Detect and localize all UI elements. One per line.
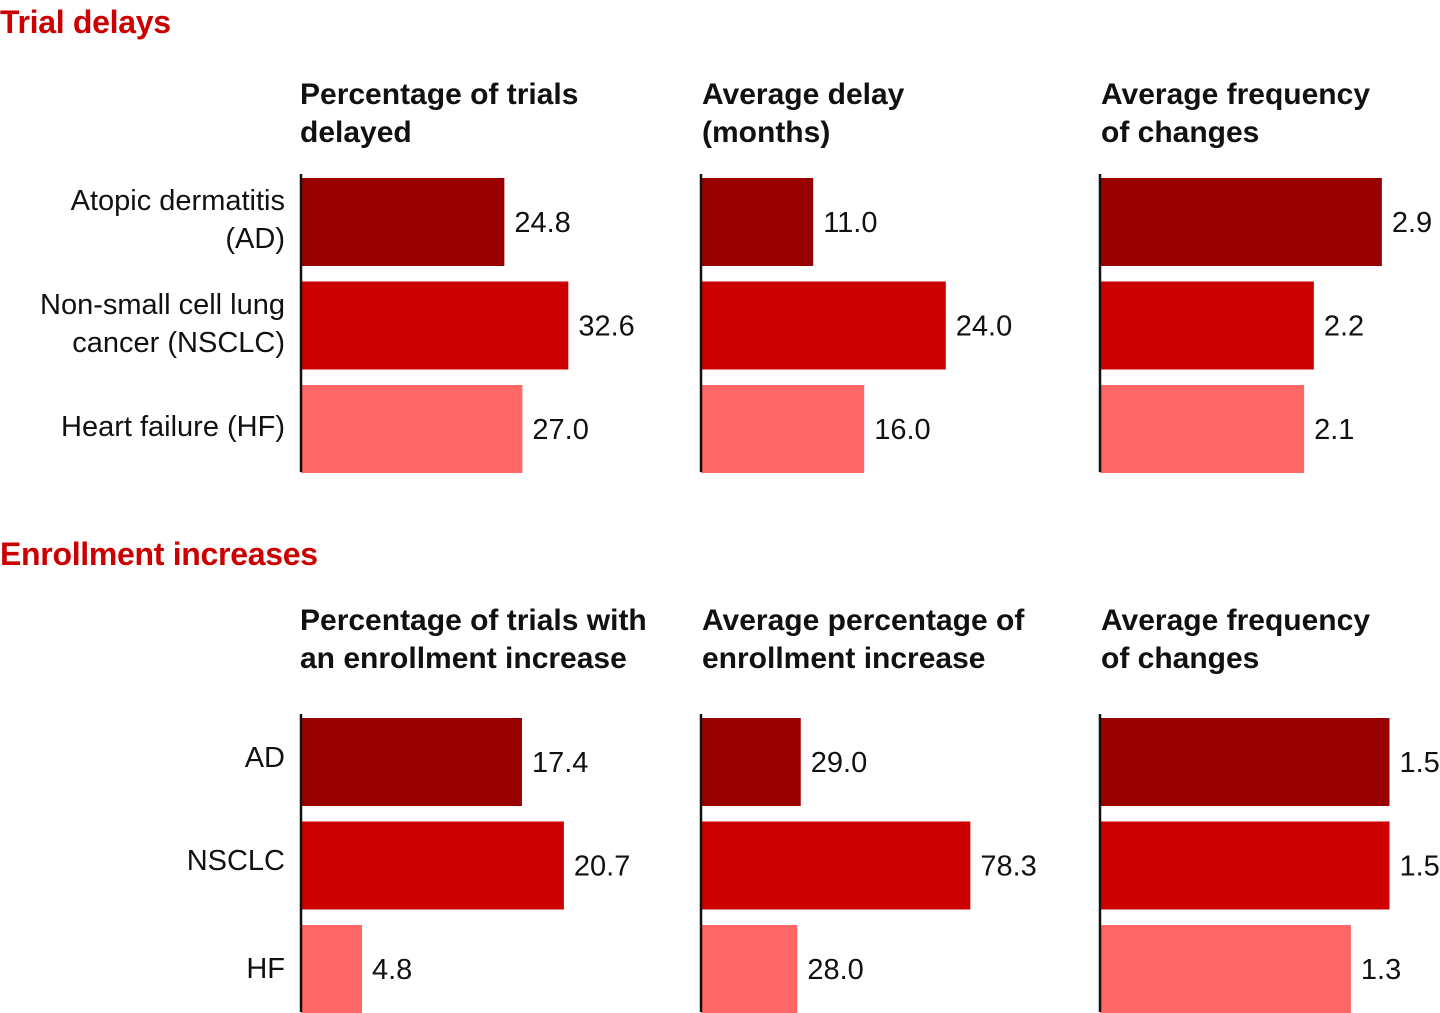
panel-title-pct-trials-enrollment: Percentage of trials with an enrollment …: [300, 604, 647, 675]
category-label-hf: Heart failure (HF): [61, 411, 285, 443]
category-label-nsclc: Non-small cell lung cancer (NSCLC): [40, 289, 285, 359]
value-label-s1-p1-c0: 29.0: [811, 747, 867, 779]
value-label-s1-p2-c2: 1.3: [1361, 954, 1401, 986]
bar-s0-p0-c0: [301, 178, 505, 266]
value-label-s1-p2-c0: 1.5: [1400, 747, 1440, 779]
panel-title-frequency-changes-delays: Average frequency of changes: [1101, 78, 1371, 149]
panel-title-avg-pct-enrollment: Average percentage of enrollment increas…: [702, 604, 1025, 675]
bar-s0-p2-c0: [1100, 178, 1382, 266]
value-label-s0-p1-c2: 16.0: [874, 414, 930, 446]
bar-s1-p1-c1: [701, 821, 971, 910]
bar-s0-p2-c1: [1100, 281, 1314, 370]
value-label-s1-p1-c2: 28.0: [807, 954, 863, 986]
panel-title-frequency-changes-enrollment: Average frequency of changes: [1101, 604, 1371, 675]
value-label-s1-p0-c2: 4.8: [372, 954, 412, 986]
bar-s1-p2-c0: [1100, 718, 1390, 806]
category-label-ad: Atopic dermatitis (AD): [70, 185, 285, 255]
bar-s1-p1-c0: [701, 718, 801, 806]
value-label-s0-p1-c1: 24.0: [956, 311, 1012, 343]
panel-title-pct-trials-delayed: Percentage of trials delayed: [300, 78, 579, 149]
category-label-hf-short: HF: [246, 953, 285, 985]
value-label-s0-p2-c2: 2.1: [1314, 414, 1354, 446]
value-label-s0-p2-c0: 2.9: [1392, 207, 1432, 239]
value-label-s1-p1-c1: 78.3: [980, 851, 1036, 883]
bar-s0-p1-c1: [701, 281, 946, 370]
value-label-s0-p2-c1: 2.2: [1324, 311, 1364, 343]
category-label-nsclc-short: NSCLC: [186, 845, 285, 877]
value-label-s0-p0-c0: 24.8: [514, 207, 570, 239]
bar-s0-p2-c2: [1100, 385, 1305, 473]
bar-s0-p1-c2: [701, 385, 865, 473]
bar-s0-p0-c2: [301, 385, 523, 473]
bar-s1-p0-c0: [301, 718, 522, 806]
value-label-s0-p0-c2: 27.0: [532, 414, 588, 446]
value-label-s0-p0-c1: 32.6: [578, 311, 634, 343]
bar-s0-p0-c1: [301, 281, 569, 370]
value-label-s1-p0-c1: 20.7: [574, 851, 630, 883]
bar-s1-p2-c2: [1100, 925, 1351, 1013]
category-label-ad-short: AD: [244, 742, 285, 774]
bar-s0-p1-c0: [701, 178, 814, 266]
section-title-enrollment-increases: Enrollment increases: [0, 536, 318, 572]
bar-s1-p0-c1: [301, 821, 564, 910]
bar-s1-p0-c2: [301, 925, 362, 1013]
section-title-trial-delays: Trial delays: [0, 4, 171, 40]
bar-s1-p2-c1: [1100, 821, 1390, 910]
value-label-s1-p0-c0: 17.4: [532, 747, 588, 779]
value-label-s1-p2-c1: 1.5: [1400, 851, 1440, 883]
panel-title-average-delay: Average delay (months): [702, 78, 905, 149]
bar-s1-p1-c2: [701, 925, 798, 1013]
value-label-s0-p1-c0: 11.0: [823, 207, 877, 239]
